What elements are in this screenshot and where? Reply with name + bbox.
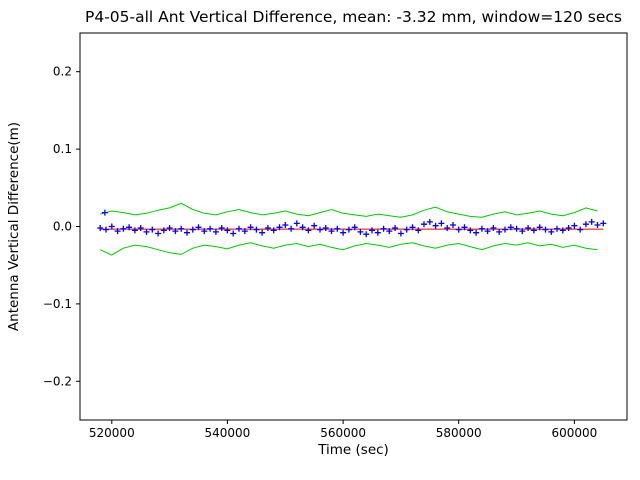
y-tick-label: 0.0 bbox=[53, 220, 72, 234]
x-axis-label: Time (sec) bbox=[318, 442, 389, 458]
antenna-vertical-difference bbox=[97, 218, 607, 238]
axes-frame bbox=[79, 32, 628, 421]
x-tick-label: 600000 bbox=[551, 426, 597, 440]
y-tick-label: −0.2 bbox=[43, 374, 72, 388]
y-tick-label: 0.2 bbox=[53, 65, 72, 79]
x-tick-label: 520000 bbox=[89, 426, 135, 440]
x-tick-label: 580000 bbox=[436, 426, 482, 440]
outlier-point bbox=[101, 209, 108, 216]
x-tick-label: 560000 bbox=[320, 426, 366, 440]
lower-envelope bbox=[99, 242, 598, 256]
y-tick-label: 0.1 bbox=[53, 142, 72, 156]
x-tick-label: 540000 bbox=[204, 426, 250, 440]
y-axis-label: Antenna Vertical Difference(m) bbox=[6, 121, 22, 332]
upper-envelope bbox=[100, 202, 598, 218]
y-tick-label: −0.1 bbox=[43, 297, 72, 311]
chart-title: P4-05-all Ant Vertical Difference, mean:… bbox=[85, 8, 622, 26]
